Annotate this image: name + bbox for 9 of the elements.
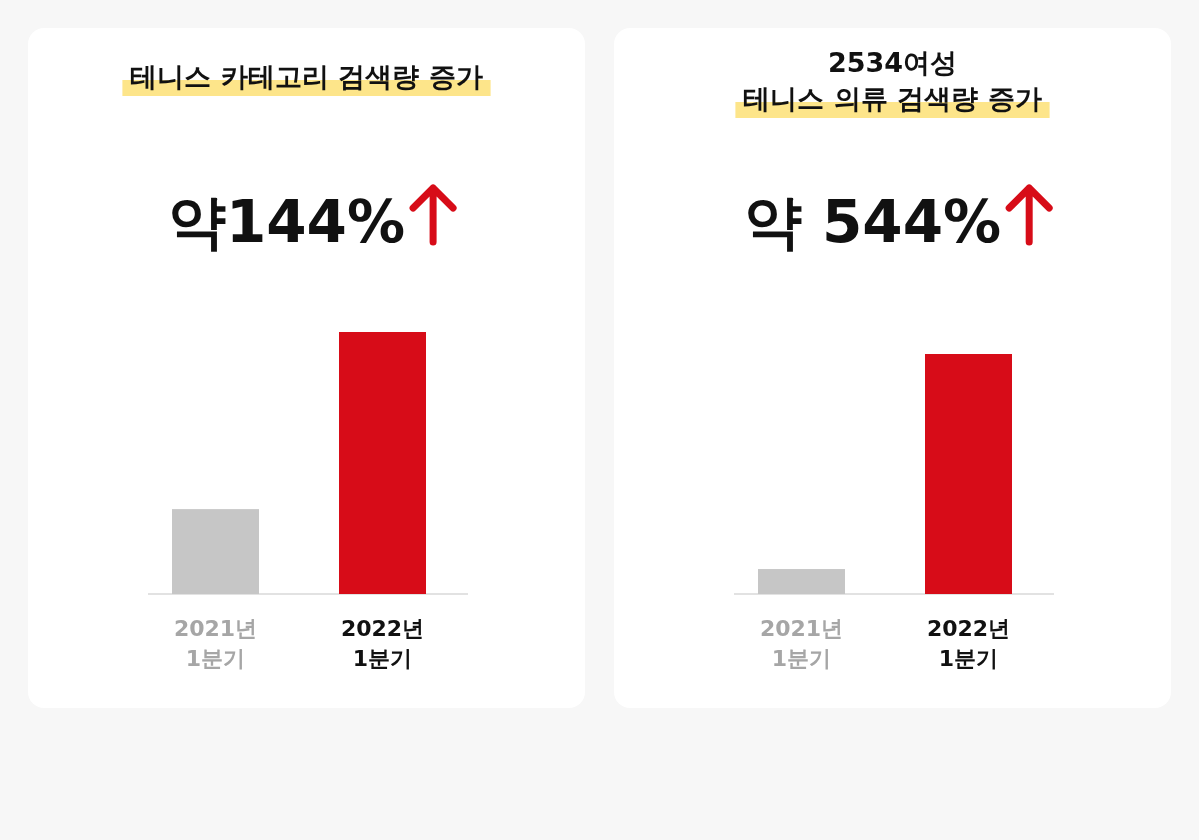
chart-subtitle: 테니스 의류 검색량 증가	[743, 83, 1042, 114]
chart-title: 2534여성	[827, 47, 958, 78]
x-tick-label: 2021년 1분기	[759, 616, 844, 671]
chart-title: 테니스 카테고리 검색량 증가	[130, 61, 483, 92]
text: 약144%	[167, 188, 406, 256]
x-tick-label: 2022년 1분기	[340, 616, 425, 671]
x-tick-label: 2022년 1분기	[926, 616, 1011, 671]
text: 약 544%	[743, 188, 1002, 256]
x-tick-label: 2021년 1분기	[173, 616, 258, 671]
